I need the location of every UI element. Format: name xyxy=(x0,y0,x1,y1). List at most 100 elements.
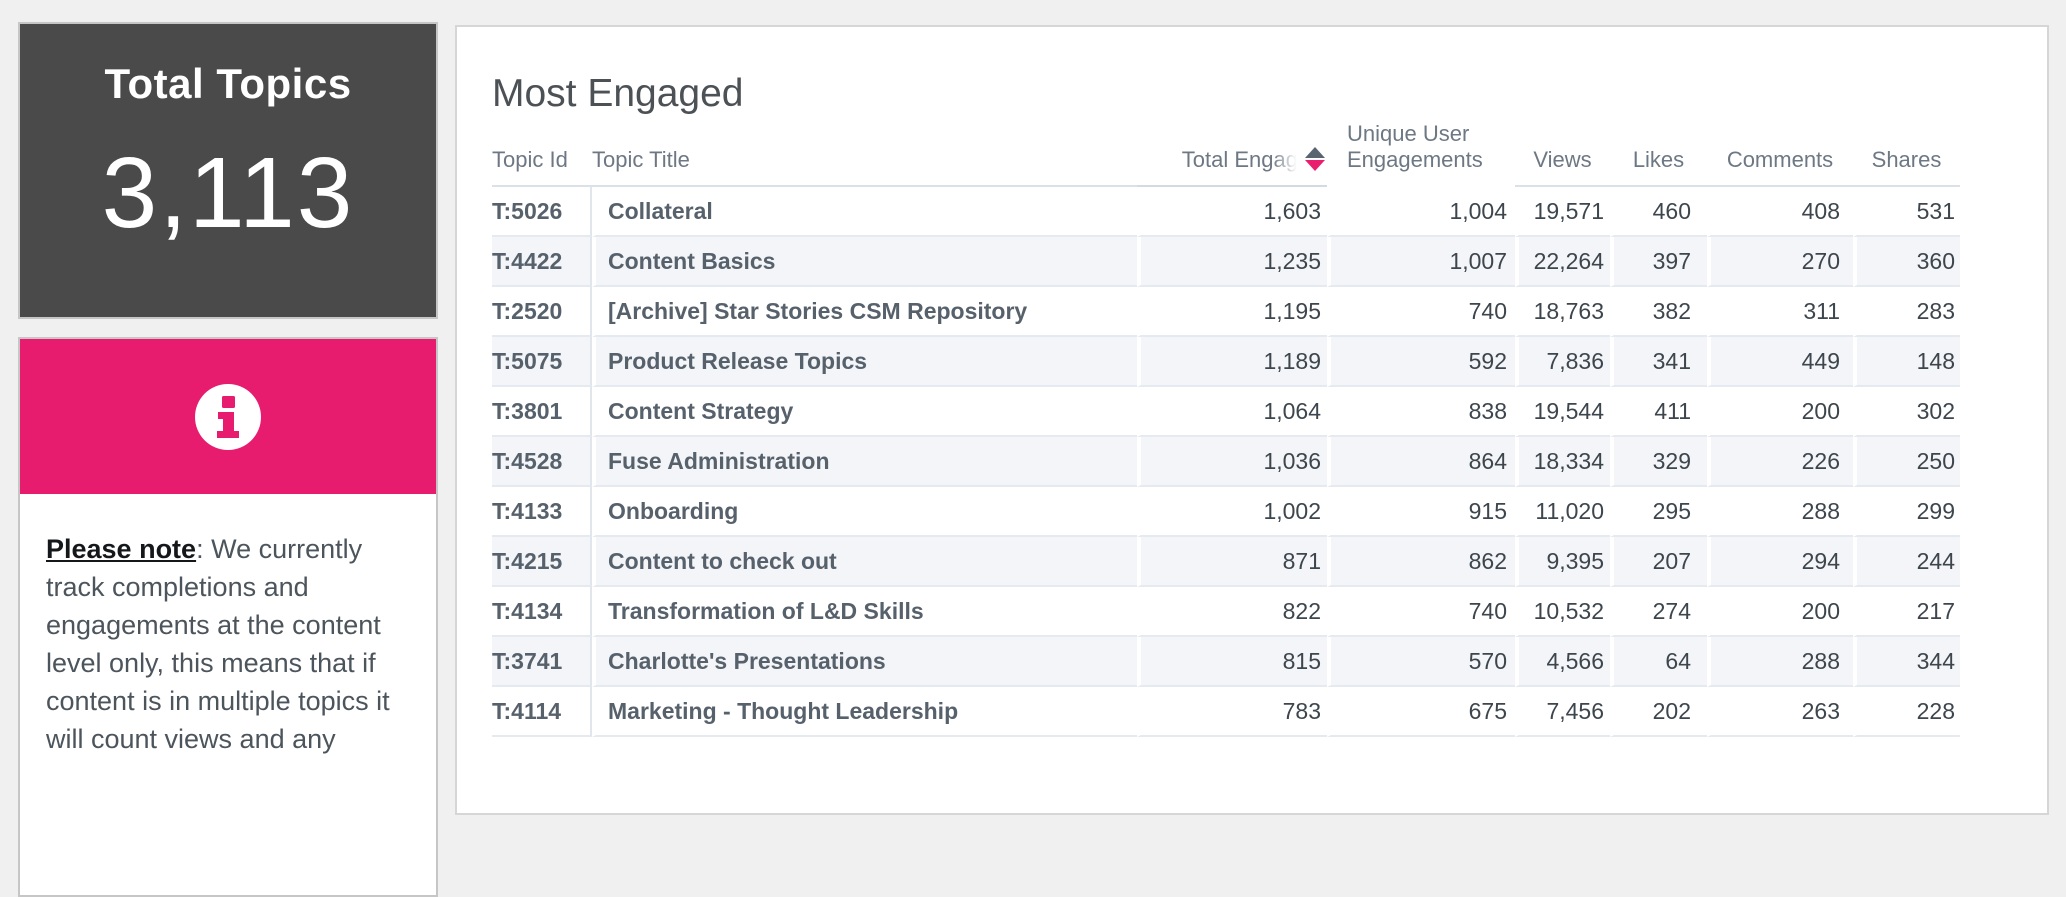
col-header-unique-user-engagements[interactable]: Unique User Engagements xyxy=(1347,121,1483,172)
cell-comments: 226 xyxy=(1707,437,1853,487)
cell-shares: 302 xyxy=(1853,387,1960,437)
cell-likes: 411 xyxy=(1610,387,1707,437)
table-row[interactable]: T:2520 [Archive] Star Stories CSM Reposi… xyxy=(492,287,1960,337)
cell-topic-title: Content to check out xyxy=(592,537,1137,587)
col-header-views[interactable]: Views xyxy=(1515,117,1610,187)
cell-shares: 244 xyxy=(1853,537,1960,587)
cell-likes: 341 xyxy=(1610,337,1707,387)
cell-topic-title: Content Basics xyxy=(592,237,1137,287)
cell-likes: 460 xyxy=(1610,187,1707,237)
cell-likes: 274 xyxy=(1610,587,1707,637)
table-body: T:5026 Collateral 1,603 1,004 19,571 460… xyxy=(492,187,1960,737)
cell-topic-title: Collateral xyxy=(592,187,1137,237)
cell-unique-user-engagements: 740 xyxy=(1327,587,1515,637)
cell-unique-user-engagements: 862 xyxy=(1327,537,1515,587)
cell-total-engagement: 1,189 xyxy=(1137,337,1327,387)
cell-views: 11,020 xyxy=(1515,487,1610,537)
cell-topic-id: T:2520 xyxy=(492,287,592,337)
cell-shares: 360 xyxy=(1853,237,1960,287)
cell-shares: 228 xyxy=(1853,687,1960,737)
cell-shares: 344 xyxy=(1853,637,1960,687)
cell-views: 7,836 xyxy=(1515,337,1610,387)
cell-topic-id: T:4215 xyxy=(492,537,592,587)
sort-icon[interactable] xyxy=(1305,147,1325,171)
cell-comments: 449 xyxy=(1707,337,1853,387)
cell-topic-id: T:5026 xyxy=(492,187,592,237)
cell-unique-user-engagements: 740 xyxy=(1327,287,1515,337)
table-row[interactable]: T:4133 Onboarding 1,002 915 11,020 295 2… xyxy=(492,487,1960,537)
cell-views: 10,532 xyxy=(1515,587,1610,637)
col-header-comments[interactable]: Comments xyxy=(1707,117,1853,187)
cell-unique-user-engagements: 592 xyxy=(1327,337,1515,387)
cell-unique-user-engagements: 915 xyxy=(1327,487,1515,537)
cell-total-engagement: 1,036 xyxy=(1137,437,1327,487)
cell-comments: 408 xyxy=(1707,187,1853,237)
cell-likes: 202 xyxy=(1610,687,1707,737)
cell-total-engagement: 871 xyxy=(1137,537,1327,587)
cell-views: 19,544 xyxy=(1515,387,1610,437)
cell-comments: 200 xyxy=(1707,387,1853,437)
table-row[interactable]: T:4134 Transformation of L&D Skills 822 … xyxy=(492,587,1960,637)
cell-topic-title: Marketing - Thought Leadership xyxy=(592,687,1137,737)
col-header-topic-id[interactable]: Topic Id xyxy=(492,117,592,187)
col-header-shares[interactable]: Shares xyxy=(1853,117,1960,187)
total-topics-value: 3,113 xyxy=(101,137,355,249)
cell-total-engagement: 1,603 xyxy=(1137,187,1327,237)
col-header-total-engagement-label: Total Engag xyxy=(1181,147,1298,172)
cell-topic-title: Transformation of L&D Skills xyxy=(592,587,1137,637)
note-text: Please note: We currently track completi… xyxy=(20,494,436,758)
cell-total-engagement: 1,002 xyxy=(1137,487,1327,537)
note-card: Please note: We currently track completi… xyxy=(18,337,438,897)
cell-total-engagement: 1,064 xyxy=(1137,387,1327,437)
table-row[interactable]: T:4215 Content to check out 871 862 9,39… xyxy=(492,537,1960,587)
table-row[interactable]: T:3741 Charlotte's Presentations 815 570… xyxy=(492,637,1960,687)
col-header-total-engagement[interactable]: Total Engag xyxy=(1137,117,1327,187)
sort-desc-triangle-icon xyxy=(1305,160,1325,171)
cell-unique-user-engagements: 838 xyxy=(1327,387,1515,437)
cell-topic-title: Product Release Topics xyxy=(592,337,1137,387)
col-header-topic-title[interactable]: Topic Title xyxy=(592,117,1137,187)
col-header-likes[interactable]: Likes xyxy=(1610,117,1707,187)
table-row[interactable]: T:4114 Marketing - Thought Leadership 78… xyxy=(492,687,1960,737)
cell-views: 4,566 xyxy=(1515,637,1610,687)
cell-likes: 207 xyxy=(1610,537,1707,587)
dashboard: Total Topics 3,113 Please note: We curre… xyxy=(18,22,2049,897)
sort-asc-triangle-icon xyxy=(1305,147,1325,158)
table-row[interactable]: T:5075 Product Release Topics 1,189 592 … xyxy=(492,337,1960,387)
cell-topic-id: T:5075 xyxy=(492,337,592,387)
cell-topic-id: T:3741 xyxy=(492,637,592,687)
cell-topic-title: Onboarding xyxy=(592,487,1137,537)
cell-unique-user-engagements: 1,007 xyxy=(1327,237,1515,287)
table-row[interactable]: T:4528 Fuse Administration 1,036 864 18,… xyxy=(492,437,1960,487)
cell-topic-title: Charlotte's Presentations xyxy=(592,637,1137,687)
total-topics-label: Total Topics xyxy=(104,60,352,107)
cell-shares: 217 xyxy=(1853,587,1960,637)
cell-likes: 295 xyxy=(1610,487,1707,537)
cell-shares: 148 xyxy=(1853,337,1960,387)
cell-likes: 64 xyxy=(1610,637,1707,687)
cell-total-engagement: 822 xyxy=(1137,587,1327,637)
cell-likes: 382 xyxy=(1610,287,1707,337)
cell-comments: 270 xyxy=(1707,237,1853,287)
cell-topic-title: Content Strategy xyxy=(592,387,1137,437)
cell-shares: 531 xyxy=(1853,187,1960,237)
cell-total-engagement: 815 xyxy=(1137,637,1327,687)
cell-views: 19,571 xyxy=(1515,187,1610,237)
table-row[interactable]: T:4422 Content Basics 1,235 1,007 22,264… xyxy=(492,237,1960,287)
cell-shares: 299 xyxy=(1853,487,1960,537)
most-engaged-panel: Most Engaged Topic Id Topic Title Total … xyxy=(455,25,2049,815)
cell-views: 18,334 xyxy=(1515,437,1610,487)
cell-comments: 288 xyxy=(1707,487,1853,537)
table-row[interactable]: T:5026 Collateral 1,603 1,004 19,571 460… xyxy=(492,187,1960,237)
cell-topic-title: Fuse Administration xyxy=(592,437,1137,487)
table-row[interactable]: T:3801 Content Strategy 1,064 838 19,544… xyxy=(492,387,1960,437)
cell-topic-id: T:4134 xyxy=(492,587,592,637)
cell-topic-id: T:3801 xyxy=(492,387,592,437)
cell-unique-user-engagements: 675 xyxy=(1327,687,1515,737)
cell-topic-id: T:4114 xyxy=(492,687,592,737)
cell-likes: 397 xyxy=(1610,237,1707,287)
cell-views: 18,763 xyxy=(1515,287,1610,337)
cell-comments: 200 xyxy=(1707,587,1853,637)
cell-views: 7,456 xyxy=(1515,687,1610,737)
cell-total-engagement: 1,195 xyxy=(1137,287,1327,337)
